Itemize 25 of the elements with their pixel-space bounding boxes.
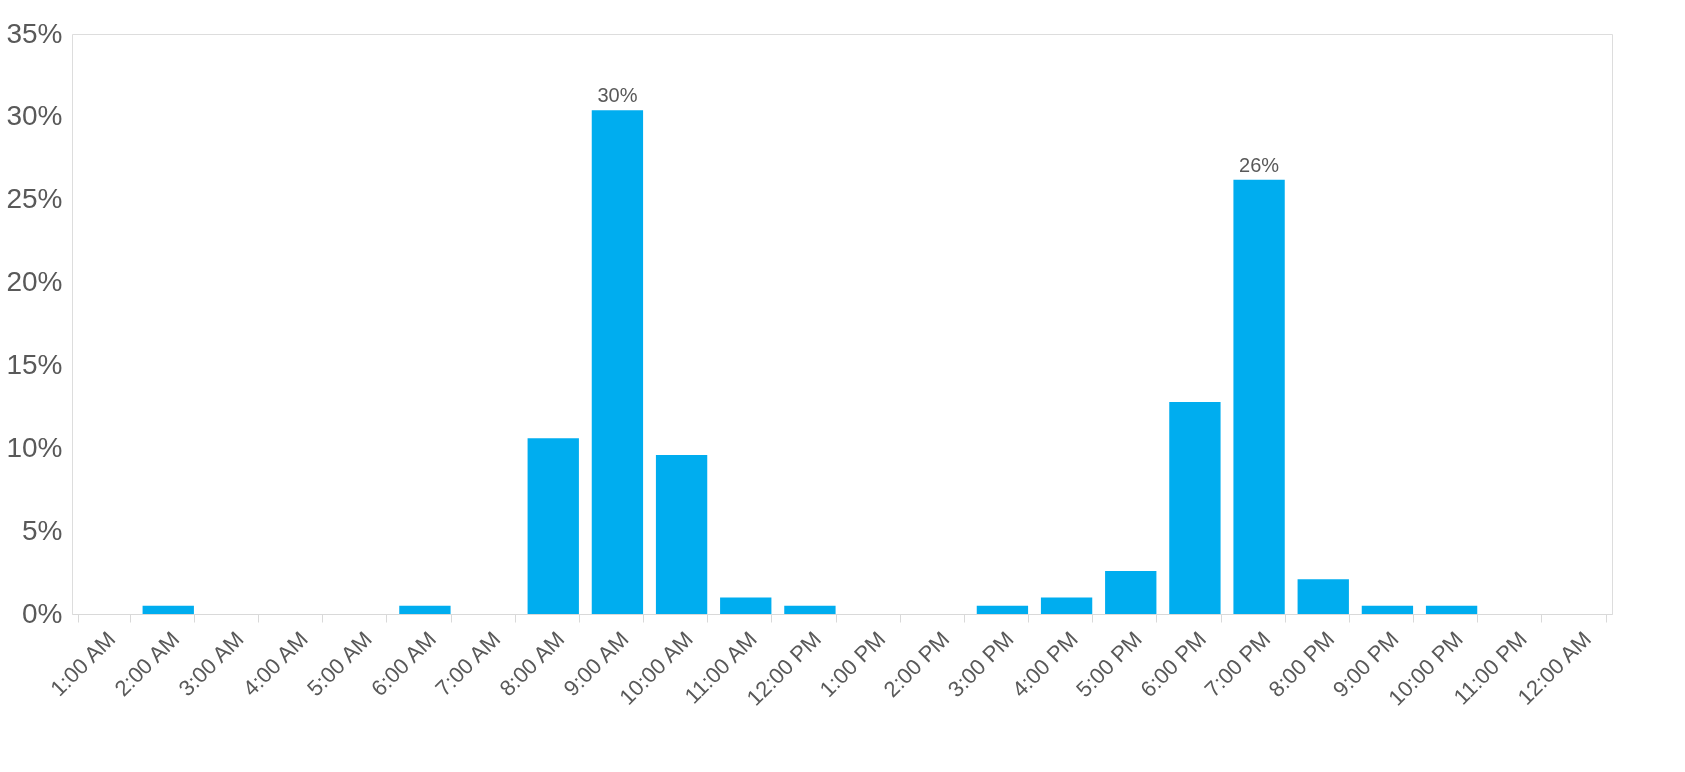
y-tick-label: 20% — [6, 266, 63, 298]
data-label: 26% — [1239, 153, 1280, 176]
bar — [1233, 179, 1285, 614]
bar — [1297, 579, 1349, 614]
bar — [655, 454, 708, 614]
y-tick-label: 30% — [6, 100, 63, 132]
y-tick-label: 5% — [22, 514, 63, 546]
bar — [976, 605, 1029, 614]
data-label: 30% — [597, 84, 638, 107]
y-tick-label: 10% — [6, 431, 63, 463]
bar — [1169, 401, 1221, 614]
bar — [720, 597, 772, 614]
bar — [1425, 605, 1478, 614]
bar — [1040, 597, 1093, 614]
y-tick-label: 0% — [22, 597, 63, 629]
bar — [1361, 605, 1414, 614]
bar — [784, 605, 836, 614]
bar — [399, 605, 451, 614]
bar — [1105, 570, 1157, 614]
bar — [591, 110, 644, 614]
y-tick-label: 25% — [6, 183, 63, 215]
y-tick-label: 35% — [6, 17, 63, 49]
bar — [527, 438, 579, 614]
bar — [142, 605, 194, 614]
y-tick-label: 15% — [6, 348, 63, 380]
